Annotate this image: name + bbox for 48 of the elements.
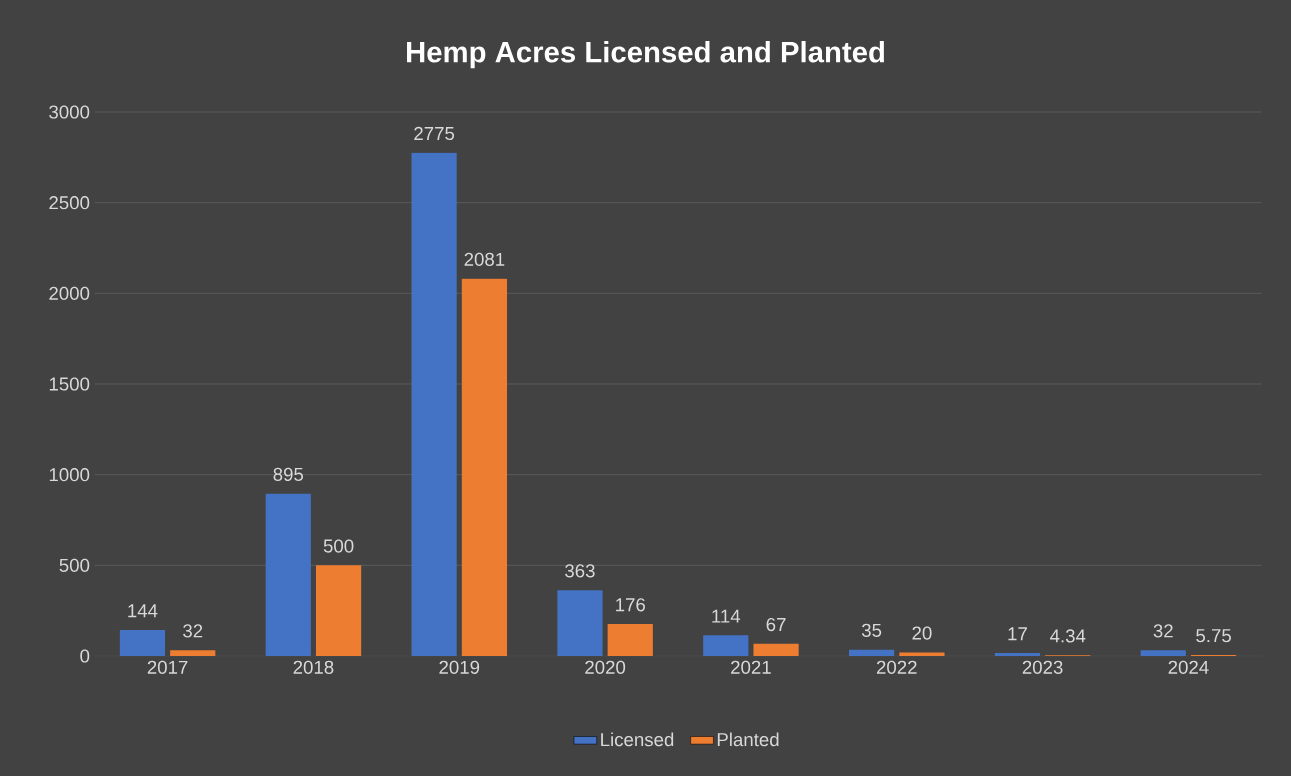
x-tick-label: 2017 — [147, 660, 188, 674]
bar — [607, 624, 653, 656]
data-label: 35 — [861, 623, 882, 637]
bar — [315, 565, 362, 656]
bar — [994, 652, 1041, 656]
data-label: 176 — [616, 598, 645, 612]
data-label: 67 — [766, 617, 786, 632]
y-tick-label: 2500 — [49, 196, 90, 210]
bar — [703, 635, 749, 656]
data-label: 20 — [912, 626, 932, 640]
x-tick-label: 2021 — [731, 660, 771, 674]
data-label: 32 — [183, 624, 203, 638]
y-tick-label: 1500 — [49, 377, 90, 391]
bar — [461, 278, 508, 656]
legend-label: Planted — [717, 732, 779, 747]
bar — [265, 493, 311, 656]
bar — [170, 650, 216, 656]
bar — [557, 590, 603, 656]
y-tick-label: 2000 — [49, 286, 90, 300]
data-label: 114 — [712, 609, 741, 623]
x-tick-label: 2024 — [1168, 660, 1209, 674]
x-tick-label: 2019 — [439, 660, 480, 674]
data-label: 363 — [565, 564, 595, 578]
x-tick-label: 2020 — [585, 660, 626, 674]
data-label: 2775 — [414, 126, 455, 141]
y-tick-label: 500 — [59, 558, 90, 572]
bar — [753, 643, 799, 656]
data-label: 5.75 — [1196, 629, 1231, 643]
bar — [849, 649, 895, 656]
data-label: 4.34 — [1050, 629, 1086, 643]
bar — [411, 152, 457, 656]
y-tick-label: 3000 — [49, 105, 90, 119]
chart-title: Hemp Acres Licensed and Planted — [407, 40, 884, 69]
data-label: 17 — [1008, 627, 1027, 641]
x-tick-label: 2022 — [876, 660, 917, 674]
data-label: 2081 — [464, 252, 505, 266]
y-tick-label: 0 — [80, 649, 90, 663]
data-label: 32 — [1153, 624, 1173, 638]
bar — [119, 629, 166, 656]
data-label: 500 — [323, 539, 354, 553]
x-tick-label: 2018 — [293, 660, 334, 674]
y-tick-label: 1000 — [49, 468, 90, 482]
bar — [899, 652, 945, 656]
data-label: 144 — [128, 604, 158, 618]
data-label: 895 — [273, 467, 304, 481]
x-tick-label: 2023 — [1022, 660, 1063, 674]
bar — [1140, 650, 1186, 656]
legend-label: Licensed — [601, 732, 674, 747]
